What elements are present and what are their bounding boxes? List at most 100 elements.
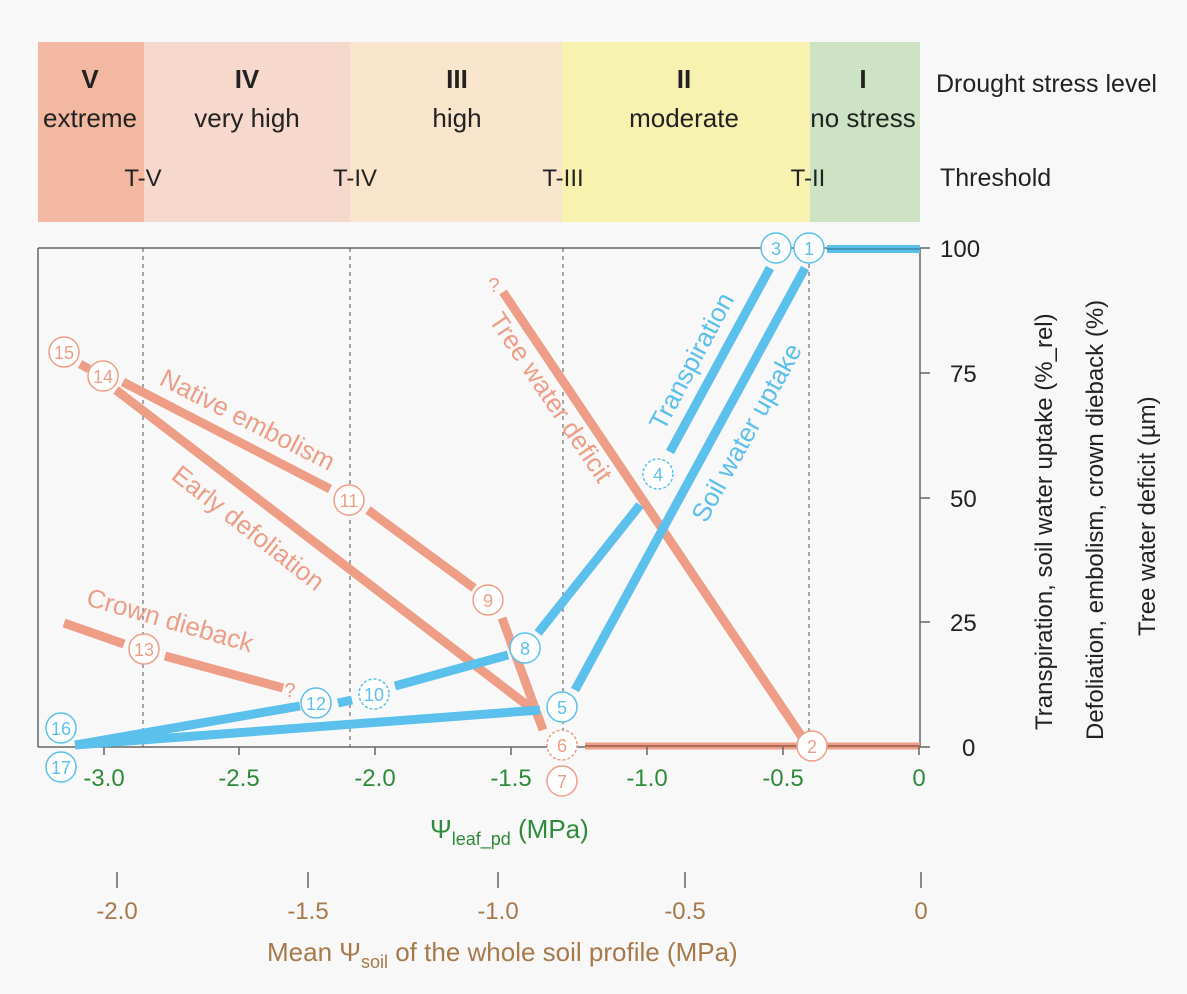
x-tick-minus-1-5: -1.5 bbox=[490, 765, 531, 792]
y-tick-100: 100 bbox=[940, 236, 980, 263]
svg-text:10: 10 bbox=[364, 685, 384, 705]
marker-15: 15 bbox=[48, 336, 80, 368]
crown-dieback-line-a bbox=[62, 618, 126, 649]
marker-8: 8 bbox=[509, 632, 541, 664]
marker-2: 2 bbox=[796, 730, 828, 762]
svg-text:9: 9 bbox=[483, 591, 493, 611]
marker-7: 7 bbox=[546, 765, 578, 797]
band-level-ii bbox=[562, 42, 810, 222]
svg-text:14: 14 bbox=[93, 367, 113, 387]
svg-text:1: 1 bbox=[804, 239, 814, 259]
marker-3: 3 bbox=[760, 232, 792, 264]
marker-12: 12 bbox=[300, 687, 332, 719]
stress-level-header: V extreme IV very high III high II moder… bbox=[38, 42, 1157, 222]
x-axis-label-leaf: Ψleaf_pd (MPa) bbox=[430, 814, 589, 850]
threshold-t-iv: T-IV bbox=[333, 165, 377, 192]
svg-text:11: 11 bbox=[340, 491, 359, 511]
question-mark-crown-dieback: ? bbox=[284, 680, 295, 702]
svg-text:3: 3 bbox=[771, 239, 781, 259]
level-i-roman: I bbox=[859, 64, 866, 94]
threshold-t-ii: T-II bbox=[791, 165, 826, 192]
marker-6: 6 bbox=[546, 729, 578, 761]
level-ii-roman: II bbox=[677, 64, 691, 94]
transpiration-line-e bbox=[666, 265, 774, 455]
crown-dieback-line-b bbox=[163, 651, 285, 693]
soil-water-uptake-line-b bbox=[571, 265, 809, 693]
transpiration-line-c bbox=[393, 650, 510, 691]
threshold-t-iii: T-III bbox=[542, 165, 583, 192]
svg-text:17: 17 bbox=[51, 758, 71, 778]
threshold-title: Threshold bbox=[940, 164, 1051, 192]
marker-16: 16 bbox=[45, 712, 77, 744]
native-embolism-line-c bbox=[365, 506, 477, 592]
y-tick-75: 75 bbox=[950, 361, 977, 388]
native-embolism-line-a bbox=[77, 360, 92, 373]
x-axis-leaf: -3.0 -2.5 -2.0 -1.5 -1.0 -0.5 0 Ψleaf_pd… bbox=[83, 747, 926, 850]
band-level-i bbox=[810, 42, 920, 222]
x-axis-label-soil: Mean Ψsoil of the whole soil profile (MP… bbox=[267, 937, 738, 972]
threshold-t-v: T-V bbox=[124, 165, 161, 192]
marker-17: 17 bbox=[45, 751, 77, 783]
y-tick-25: 25 bbox=[950, 610, 977, 637]
marker-10: 10 bbox=[358, 678, 390, 710]
y-tick-50: 50 bbox=[950, 486, 977, 513]
marker-5: 5 bbox=[546, 691, 578, 723]
native-embolism-line-b bbox=[120, 378, 333, 493]
svg-text:2: 2 bbox=[807, 737, 817, 757]
marker-9: 9 bbox=[472, 584, 504, 616]
transpiration-line-d bbox=[534, 502, 644, 636]
marker-13: 13 bbox=[128, 633, 160, 665]
svg-text:12: 12 bbox=[306, 694, 326, 714]
y-tick-0: 0 bbox=[962, 735, 975, 762]
native-embolism-label: Native embolism bbox=[155, 363, 340, 477]
x-tick-0: 0 bbox=[912, 765, 925, 792]
svg-text:7: 7 bbox=[557, 772, 567, 792]
x-axis-soil: -2.0 -1.5 -1.0 -0.5 0 Mean Ψsoil of the … bbox=[96, 872, 928, 972]
tree-water-deficit-line bbox=[499, 289, 806, 740]
soil-tick-0: 0 bbox=[914, 898, 927, 925]
level-iv-label: very high bbox=[194, 103, 300, 133]
marker-4: 4 bbox=[642, 458, 674, 490]
y-axis: 100 75 50 25 0 Transpiration, soil water… bbox=[920, 236, 1161, 762]
y-axis-label-1: Transpiration, soil water uptake (%_rel) bbox=[1031, 313, 1058, 730]
y-axis-label-2: Defoliation, embolism, crown dieback (%) bbox=[1082, 300, 1109, 740]
transpiration-line-b bbox=[337, 695, 353, 708]
level-iii-label: high bbox=[432, 103, 481, 133]
drought-stress-title: Drought stress level bbox=[936, 70, 1157, 98]
question-mark-tree-deficit: ? bbox=[488, 275, 499, 297]
level-i-label: no stress bbox=[810, 103, 916, 133]
svg-text:8: 8 bbox=[520, 639, 530, 659]
soil-tick-minus-1-0: -1.0 bbox=[477, 898, 518, 925]
markers: 1 2 3 4 5 6 7 8 9 10 11 12 13 14 15 16 1… bbox=[45, 232, 828, 797]
x-tick-minus-2-0: -2.0 bbox=[354, 765, 395, 792]
level-ii-label: moderate bbox=[629, 103, 739, 133]
marker-11: 11 bbox=[333, 484, 365, 516]
svg-text:13: 13 bbox=[134, 640, 154, 660]
marker-14: 14 bbox=[87, 360, 119, 392]
svg-text:4: 4 bbox=[653, 465, 663, 485]
band-level-iv bbox=[144, 42, 350, 222]
x-tick-minus-2-5: -2.5 bbox=[218, 765, 259, 792]
svg-text:6: 6 bbox=[557, 736, 567, 756]
x-tick-minus-0-5: -0.5 bbox=[762, 765, 803, 792]
marker-1: 1 bbox=[793, 232, 825, 264]
early-defoliation-line bbox=[113, 386, 539, 716]
level-v-label: extreme bbox=[43, 103, 137, 133]
crown-dieback-label: Crown dieback bbox=[83, 582, 258, 659]
tree-water-deficit-label: Tree water deficit bbox=[483, 307, 619, 489]
svg-text:15: 15 bbox=[54, 343, 74, 363]
soil-tick-minus-0-5: -0.5 bbox=[664, 898, 705, 925]
soil-tick-minus-1-5: -1.5 bbox=[287, 898, 328, 925]
soil-water-uptake-line-a bbox=[74, 705, 541, 750]
svg-text:5: 5 bbox=[557, 698, 567, 718]
level-v-roman: V bbox=[81, 64, 99, 94]
y-axis-label-3: Tree water deficit (µm) bbox=[1134, 396, 1161, 636]
x-tick-minus-1-0: -1.0 bbox=[626, 765, 667, 792]
x-tick-minus-3-0: -3.0 bbox=[83, 765, 124, 792]
soil-tick-minus-2-0: -2.0 bbox=[96, 898, 137, 925]
band-level-iii bbox=[350, 42, 562, 222]
level-iii-roman: III bbox=[446, 64, 468, 94]
level-iv-roman: IV bbox=[235, 64, 260, 94]
band-level-v bbox=[38, 42, 144, 222]
